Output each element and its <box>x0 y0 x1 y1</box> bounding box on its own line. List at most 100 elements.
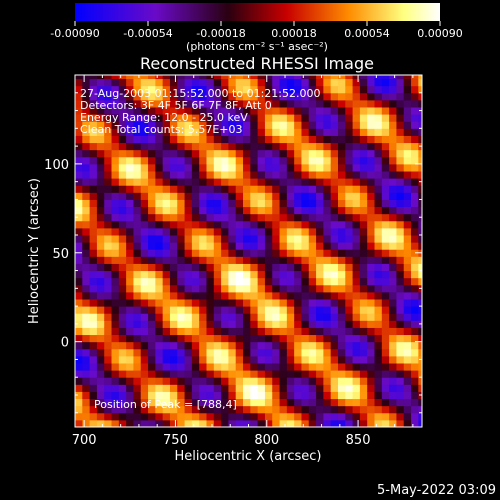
heatmap-cell <box>111 363 120 371</box>
heatmap-cell <box>228 235 237 243</box>
heatmap-cell <box>89 213 98 222</box>
heatmap-cell <box>286 284 295 293</box>
heatmap-cell <box>89 78 98 87</box>
heatmap-cell <box>177 277 186 286</box>
heatmap-cell <box>316 85 324 94</box>
heatmap-cell <box>279 299 288 307</box>
heatmap-cell <box>374 121 383 129</box>
heatmap-cell <box>243 256 251 264</box>
heatmap-cell <box>301 156 310 165</box>
heatmap-cell <box>403 149 412 158</box>
heatmap-cell <box>418 334 422 343</box>
heatmap-cell <box>286 92 295 101</box>
heatmap-cell <box>89 348 98 357</box>
heatmap-cell <box>257 107 266 115</box>
heatmap-cell <box>191 277 200 286</box>
heatmap-cell <box>411 412 419 421</box>
heatmap-cell <box>294 227 302 236</box>
heatmap-cell <box>381 178 390 186</box>
heatmap-cell <box>82 377 91 385</box>
heatmap-cell <box>272 291 281 300</box>
heatmap-cell <box>89 185 98 193</box>
heatmap-cell <box>89 412 98 421</box>
heatmap-cell <box>396 291 405 300</box>
heatmap-cell <box>411 299 419 307</box>
heatmap-cell <box>75 107 83 115</box>
heatmap-cell <box>155 348 164 357</box>
heatmap-cell <box>337 114 346 122</box>
heatmap-cell <box>162 327 171 336</box>
heatmap-cell <box>148 405 156 414</box>
heatmap-cell <box>221 419 229 427</box>
heatmap-cell <box>243 75 251 80</box>
heatmap-cell <box>272 206 281 215</box>
heatmap-cell <box>316 156 324 165</box>
heatmap-cell <box>206 306 215 314</box>
heatmap-cell <box>104 370 113 378</box>
heatmap-cell <box>82 256 91 264</box>
heatmap-cell <box>148 306 156 314</box>
heatmap-cell <box>396 92 405 101</box>
heatmap-cell <box>82 405 91 414</box>
heatmap-cell <box>140 320 149 328</box>
heatmap-cell <box>169 142 178 151</box>
heatmap-cell <box>250 412 259 421</box>
heatmap-cell <box>140 327 149 336</box>
heatmap-cell <box>345 192 354 200</box>
heatmap-cell <box>316 391 324 400</box>
heatmap-cell <box>235 149 244 158</box>
heatmap-cell <box>257 412 266 421</box>
heatmap-cell <box>316 178 324 186</box>
heatmap-cell <box>118 235 127 243</box>
heatmap-cell <box>359 320 368 328</box>
heatmap-cell <box>199 391 207 400</box>
heatmap-cell <box>199 363 207 371</box>
heatmap-cell <box>279 263 288 272</box>
heatmap-cell <box>403 355 412 364</box>
heatmap-cell <box>169 370 178 378</box>
heatmap-cell <box>133 419 142 427</box>
heatmap-cell <box>381 135 390 144</box>
heatmap-cell <box>228 75 237 80</box>
heatmap-cell <box>206 327 215 336</box>
heatmap-cell <box>89 92 98 101</box>
heatmap-cell <box>374 78 383 87</box>
heatmap-cell <box>111 171 120 179</box>
heatmap-cell <box>308 149 317 158</box>
heatmap-cell <box>89 284 98 293</box>
heatmap-cell <box>323 284 332 293</box>
heatmap-image <box>75 75 422 427</box>
heatmap-cell <box>272 178 281 186</box>
heatmap-cell <box>169 299 178 307</box>
heatmap-cell <box>228 391 237 400</box>
heatmap-cell <box>396 277 405 286</box>
heatmap-cell <box>133 412 142 421</box>
heatmap-cell <box>330 327 339 336</box>
heatmap-cell <box>133 121 142 129</box>
heatmap-cell <box>250 306 259 314</box>
heatmap-cell <box>352 313 361 321</box>
heatmap-cell <box>155 99 164 108</box>
heatmap-cell <box>257 313 266 321</box>
heatmap-cell <box>243 277 251 286</box>
heatmap-cell <box>411 107 419 115</box>
heatmap-cell <box>337 256 346 264</box>
heatmap-cell <box>199 306 207 314</box>
heatmap-cell <box>235 192 244 200</box>
heatmap-cell <box>367 185 376 193</box>
heatmap-cell <box>89 227 98 236</box>
heatmap-cell <box>169 256 178 264</box>
heatmap-cell <box>162 99 171 108</box>
heatmap-cell <box>294 163 302 172</box>
heatmap-cell <box>403 107 412 115</box>
heatmap-cell <box>111 92 120 101</box>
heatmap-cell <box>396 405 405 414</box>
heatmap-cell <box>308 249 317 257</box>
heatmap-cell <box>89 142 98 151</box>
heatmap-cell <box>308 107 317 115</box>
heatmap-cell <box>286 128 295 136</box>
heatmap-cell <box>411 391 419 400</box>
heatmap-cell <box>104 419 113 427</box>
heatmap-cell <box>206 85 215 94</box>
heatmap-cell <box>381 171 390 179</box>
